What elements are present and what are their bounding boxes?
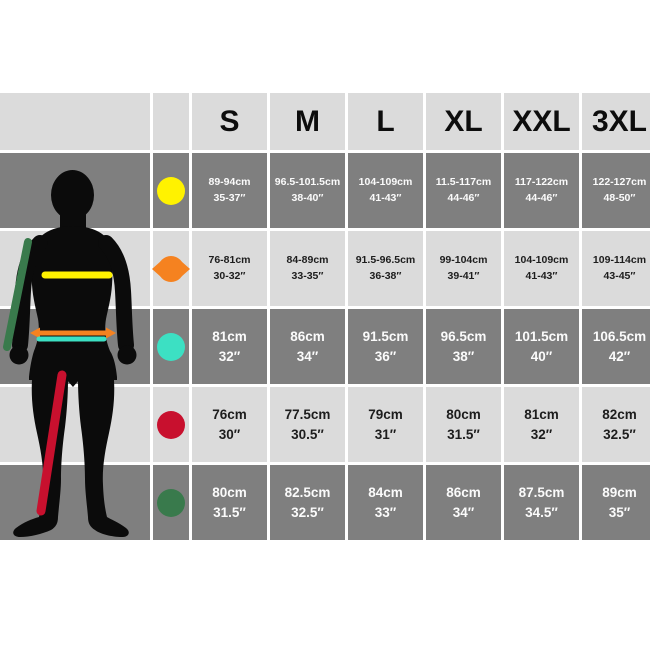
measurement-cell: 117-122cm 44-46″ [504,153,579,228]
measurement-cell: 79cm 31″ [348,387,423,462]
figure-band [0,153,150,228]
measurement-cell: 122-127cm 48-50″ [582,153,650,228]
figure-header-cell [0,93,150,150]
size-column-header-xxl: XXL [504,93,579,150]
size-column-header-3xl: 3XL [582,93,650,150]
measurement-cell: 84-89cm 33-35″ [270,231,345,306]
measurement-cell: 84cm 33″ [348,465,423,540]
icon-header-cell [153,93,189,150]
figure-band [0,231,150,306]
measurement-cell: 96.5cm 38″ [426,309,501,384]
teal-circle-icon [157,332,185,361]
figure-band [0,465,150,540]
measurement-cell: 80cm 31.5″ [426,387,501,462]
size-chart-table: S M L XL XXL 3XL 89-94cm 35-37″ 96.5-101.… [0,93,650,540]
measurement-cell: 106.5cm 42″ [582,309,650,384]
measurement-cell: 81cm 32″ [504,387,579,462]
measurement-cell: 91.5cm 36″ [348,309,423,384]
measurement-cell: 87.5cm 34.5″ [504,465,579,540]
measurement-cell: 11.5-117cm 44-46″ [426,153,501,228]
yellow-circle-icon [157,176,185,205]
icon-cell [153,465,189,540]
red-circle-icon [157,410,185,439]
size-column-header-l: L [348,93,423,150]
size-column-header-xl: XL [426,93,501,150]
measurement-cell: 91.5-96.5cm 36-38″ [348,231,423,306]
figure-band [0,387,150,462]
measurement-cell: 104-109cm 41-43″ [348,153,423,228]
measurement-cell: 86cm 34″ [270,309,345,384]
measurement-cell: 81cm 32″ [192,309,267,384]
measurement-cell: 82.5cm 32.5″ [270,465,345,540]
measurement-cell: 89cm 35″ [582,465,650,540]
measurement-cell: 86cm 34″ [426,465,501,540]
size-column-header-s: S [192,93,267,150]
icon-cell [153,309,189,384]
measurement-cell: 80cm 31.5″ [192,465,267,540]
measurement-cell: 76-81cm 30-32″ [192,231,267,306]
measurement-cell: 101.5cm 40″ [504,309,579,384]
icon-cell [153,153,189,228]
green-circle-icon [157,488,185,517]
size-column-header-m: M [270,93,345,150]
measurement-cell: 104-109cm 41-43″ [504,231,579,306]
measurement-cell: 109-114cm 43-45″ [582,231,650,306]
icon-cell [153,231,189,306]
figure-band [0,309,150,384]
measurement-cell: 96.5-101.5cm 38-40″ [270,153,345,228]
orange-pointed-circle-icon [158,255,184,282]
icon-cell [153,387,189,462]
measurement-cell: 76cm 30″ [192,387,267,462]
measurement-cell: 82cm 32.5″ [582,387,650,462]
measurement-cell: 99-104cm 39-41″ [426,231,501,306]
measurement-cell: 89-94cm 35-37″ [192,153,267,228]
measurement-cell: 77.5cm 30.5″ [270,387,345,462]
